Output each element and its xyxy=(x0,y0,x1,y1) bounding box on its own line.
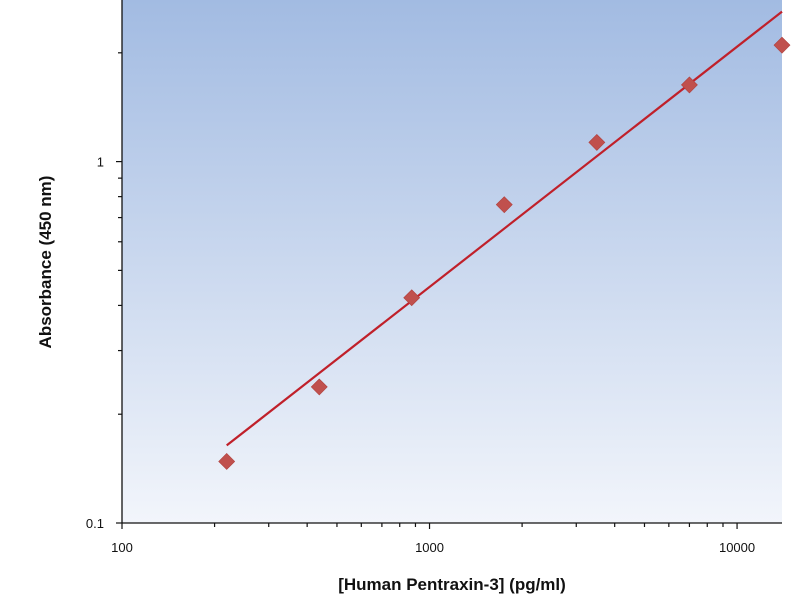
y-tick-label: 0.1 xyxy=(86,516,104,531)
data-point xyxy=(773,36,791,54)
plot-area xyxy=(122,0,782,523)
data-point xyxy=(588,133,606,151)
data-point xyxy=(403,289,421,307)
x-tick-label: 100 xyxy=(111,540,133,555)
data-point xyxy=(495,196,513,214)
tick-labels: 100 1000 10000 0.1 1 xyxy=(86,155,755,555)
x-tick-label: 1000 xyxy=(415,540,444,555)
y-axis-title: Absorbance (450 nm) xyxy=(36,176,55,349)
x-axis-title: [Human Pentraxin-3] (pg/ml) xyxy=(338,575,566,594)
axes xyxy=(121,0,782,524)
data-series xyxy=(218,10,791,470)
data-point xyxy=(310,378,328,396)
data-point xyxy=(680,76,698,94)
data-point xyxy=(218,453,236,470)
y-tick-label: 1 xyxy=(97,155,104,170)
tick-marks xyxy=(116,52,738,529)
x-tick-label: 10000 xyxy=(719,540,755,555)
